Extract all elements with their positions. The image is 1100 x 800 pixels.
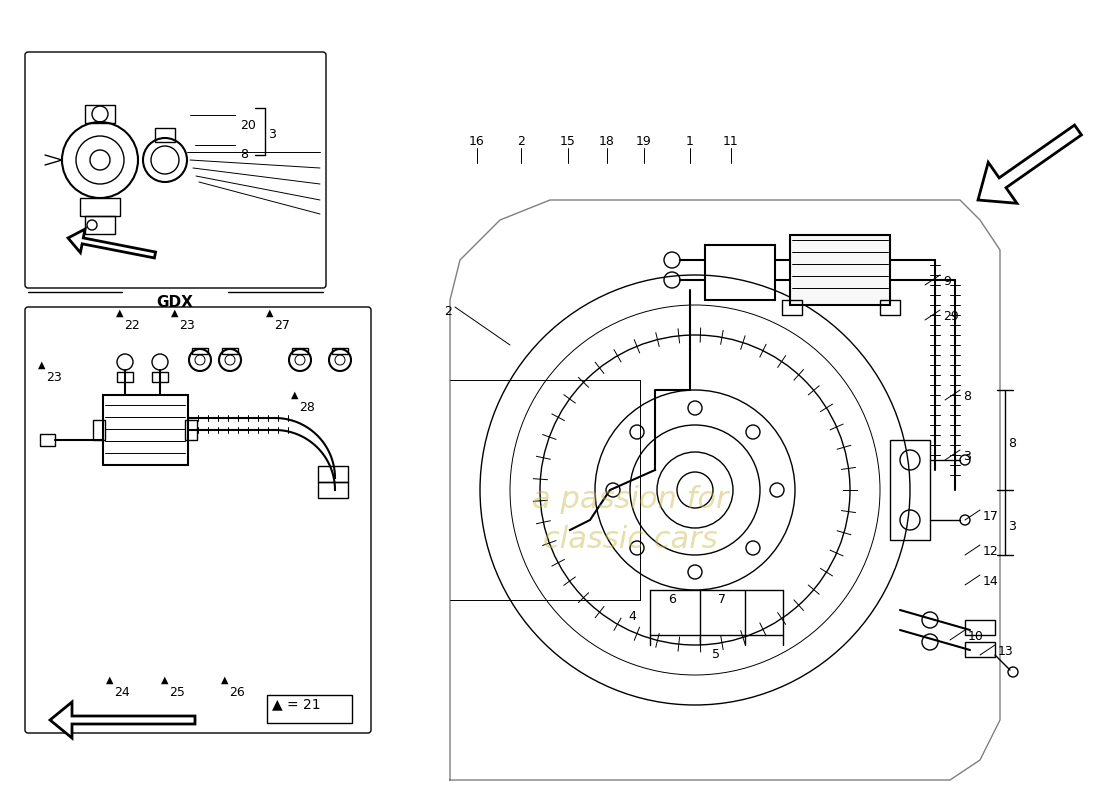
FancyBboxPatch shape [25,52,326,288]
Text: 12: 12 [983,545,999,558]
Bar [117,372,133,382]
Bar [782,300,802,315]
Bar [790,235,890,305]
Text: 29: 29 [943,310,959,323]
Text: 1: 1 [686,135,694,148]
Bar [965,642,996,657]
Text: 15: 15 [560,135,576,148]
Text: 13: 13 [998,645,1014,658]
Text: 10: 10 [968,630,983,643]
Polygon shape [50,702,195,738]
Bar [318,482,348,498]
Bar [85,105,116,123]
Text: ▲: ▲ [117,308,123,318]
Bar [85,216,116,234]
Text: classic cars: classic cars [542,526,717,554]
Text: 8: 8 [1008,437,1016,450]
Text: 20: 20 [240,119,256,132]
Text: 3: 3 [1008,520,1016,533]
Text: ▲: ▲ [292,390,299,400]
Bar [80,198,120,216]
Text: 3: 3 [268,128,276,141]
Text: 8: 8 [962,390,971,403]
Text: ▲: ▲ [39,360,46,370]
Bar [890,440,930,540]
Text: 27: 27 [274,319,290,332]
Bar [222,348,238,354]
Text: 14: 14 [983,575,999,588]
Text: 18: 18 [600,135,615,148]
FancyBboxPatch shape [25,307,371,733]
Text: 22: 22 [124,319,140,332]
Text: 8: 8 [240,148,248,161]
Bar [185,420,197,440]
Bar [103,395,188,465]
Bar [318,466,348,482]
Text: 2: 2 [517,135,525,148]
Polygon shape [978,125,1081,203]
Bar [152,372,168,382]
Bar [94,420,104,440]
Text: 23: 23 [46,371,62,384]
Text: 25: 25 [169,686,185,699]
Text: ▲: ▲ [266,308,274,318]
Bar [880,300,900,315]
Text: 3: 3 [962,450,971,463]
Text: ▲: ▲ [162,675,168,685]
Text: ▲: ▲ [221,675,229,685]
Text: 24: 24 [114,686,130,699]
Text: 23: 23 [179,319,195,332]
Text: 4: 4 [628,610,636,623]
Bar [40,434,55,446]
Bar [155,128,175,142]
Bar [292,348,308,354]
Text: GDX: GDX [156,295,194,310]
Text: ▲: ▲ [107,675,113,685]
Text: 19: 19 [636,135,652,148]
Text: a passion for: a passion for [531,486,728,514]
Text: 9: 9 [943,275,950,288]
Text: 11: 11 [723,135,739,148]
Bar [705,245,776,300]
Text: 17: 17 [983,510,999,523]
Text: 26: 26 [229,686,244,699]
Text: 5: 5 [712,648,720,661]
Bar [332,348,348,354]
Text: 2: 2 [444,305,452,318]
Text: 6: 6 [668,593,675,606]
Bar [192,348,208,354]
Text: 28: 28 [299,401,315,414]
Text: 7: 7 [718,593,726,606]
Text: 16: 16 [469,135,485,148]
Text: ▲: ▲ [172,308,178,318]
Polygon shape [68,229,155,258]
Text: ▲ = 21: ▲ = 21 [272,697,320,711]
Bar [965,620,996,635]
Bar [267,695,352,723]
